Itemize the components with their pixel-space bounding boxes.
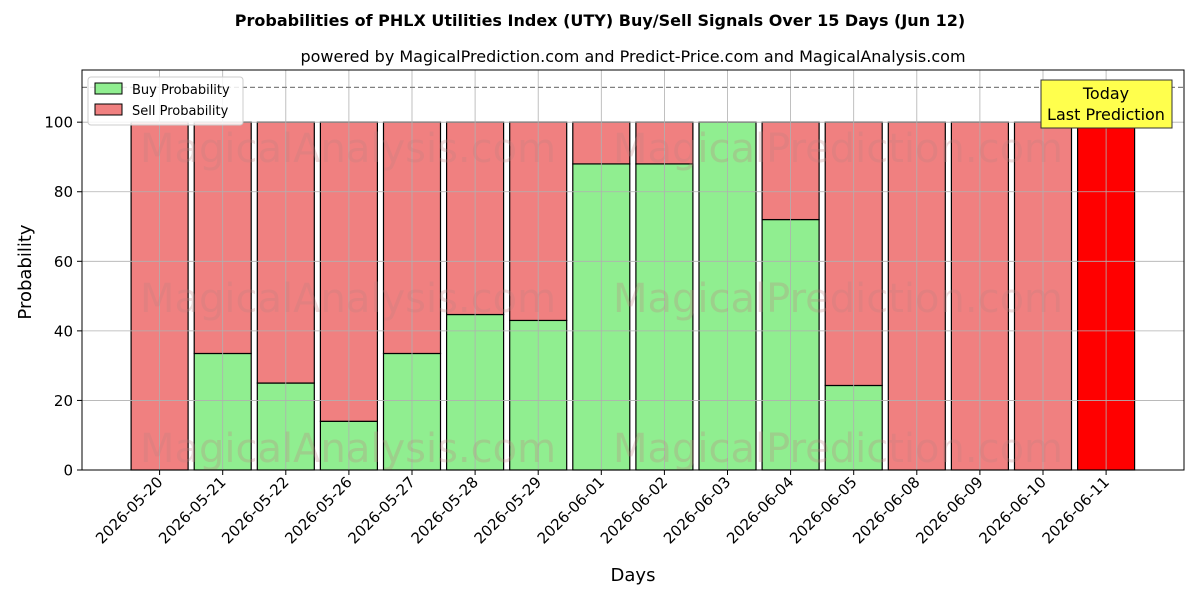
y-tick-label: 80 bbox=[54, 183, 73, 201]
y-tick-label: 20 bbox=[54, 392, 73, 410]
x-tick-label: 2026-06-03 bbox=[660, 473, 734, 547]
chart-title: Probabilities of PHLX Utilities Index (U… bbox=[235, 11, 965, 30]
x-tick-label: 2026-05-20 bbox=[92, 473, 166, 547]
watermark-text: MagicalPrediction.com bbox=[613, 426, 1063, 472]
y-tick-label: 100 bbox=[44, 114, 73, 132]
annotation-box bbox=[1040, 79, 1173, 129]
x-axis-label: Days bbox=[611, 565, 656, 586]
watermark-text: MagicalAnalysis.com bbox=[140, 276, 556, 322]
y-tick-label: 40 bbox=[54, 322, 73, 340]
x-tick-label: 2026-05-27 bbox=[344, 473, 418, 547]
x-tick-label: 2026-06-05 bbox=[786, 473, 860, 547]
watermark-text: MagicalAnalysis.com bbox=[140, 126, 556, 172]
legend-label-buy: Buy Probability bbox=[132, 83, 230, 98]
x-tick-label: 2026-06-09 bbox=[912, 473, 986, 547]
x-tick-label: 2026-06-01 bbox=[534, 473, 608, 547]
x-tick-label: 2026-06-08 bbox=[849, 473, 923, 547]
y-axis-label: Probability bbox=[15, 224, 36, 319]
x-tick-label: 2026-05-28 bbox=[408, 473, 482, 547]
y-tick-label: 0 bbox=[63, 462, 73, 480]
x-tick-label: 2026-06-11 bbox=[1039, 473, 1113, 547]
legend-label-sell: Sell Probability bbox=[132, 104, 229, 119]
plot-frame bbox=[81, 69, 1185, 471]
y-tick-label: 60 bbox=[54, 253, 73, 271]
legend-swatch-buy bbox=[94, 82, 123, 95]
legend-swatch-sell bbox=[94, 103, 123, 116]
plot-area: MagicalAnalysis.com MagicalPrediction.com… bbox=[44, 69, 1185, 547]
x-tick-label: 2026-05-26 bbox=[281, 473, 355, 547]
x-tick-label: 2026-06-10 bbox=[975, 473, 1049, 547]
annotation-line: Today bbox=[1082, 84, 1129, 103]
watermark-text: MagicalPrediction.com bbox=[613, 126, 1063, 172]
x-tick-label: 2026-06-04 bbox=[723, 473, 797, 547]
legend: Buy Probability Sell Probability bbox=[87, 76, 244, 126]
legend-box bbox=[87, 76, 244, 126]
x-tick-label: 2026-06-02 bbox=[597, 473, 671, 547]
x-tick-label: 2026-05-29 bbox=[471, 473, 545, 547]
watermark-text: MagicalPrediction.com bbox=[613, 276, 1063, 322]
x-tick-label: 2026-05-21 bbox=[155, 473, 229, 547]
x-tick-label: 2026-05-22 bbox=[218, 473, 292, 547]
annotation-line: Last Prediction bbox=[1047, 105, 1165, 124]
today-annotation: Today Last Prediction bbox=[1040, 79, 1173, 129]
chart-subtitle: powered by MagicalPrediction.com and Pre… bbox=[300, 47, 965, 66]
watermark-text: MagicalAnalysis.com bbox=[140, 426, 556, 472]
